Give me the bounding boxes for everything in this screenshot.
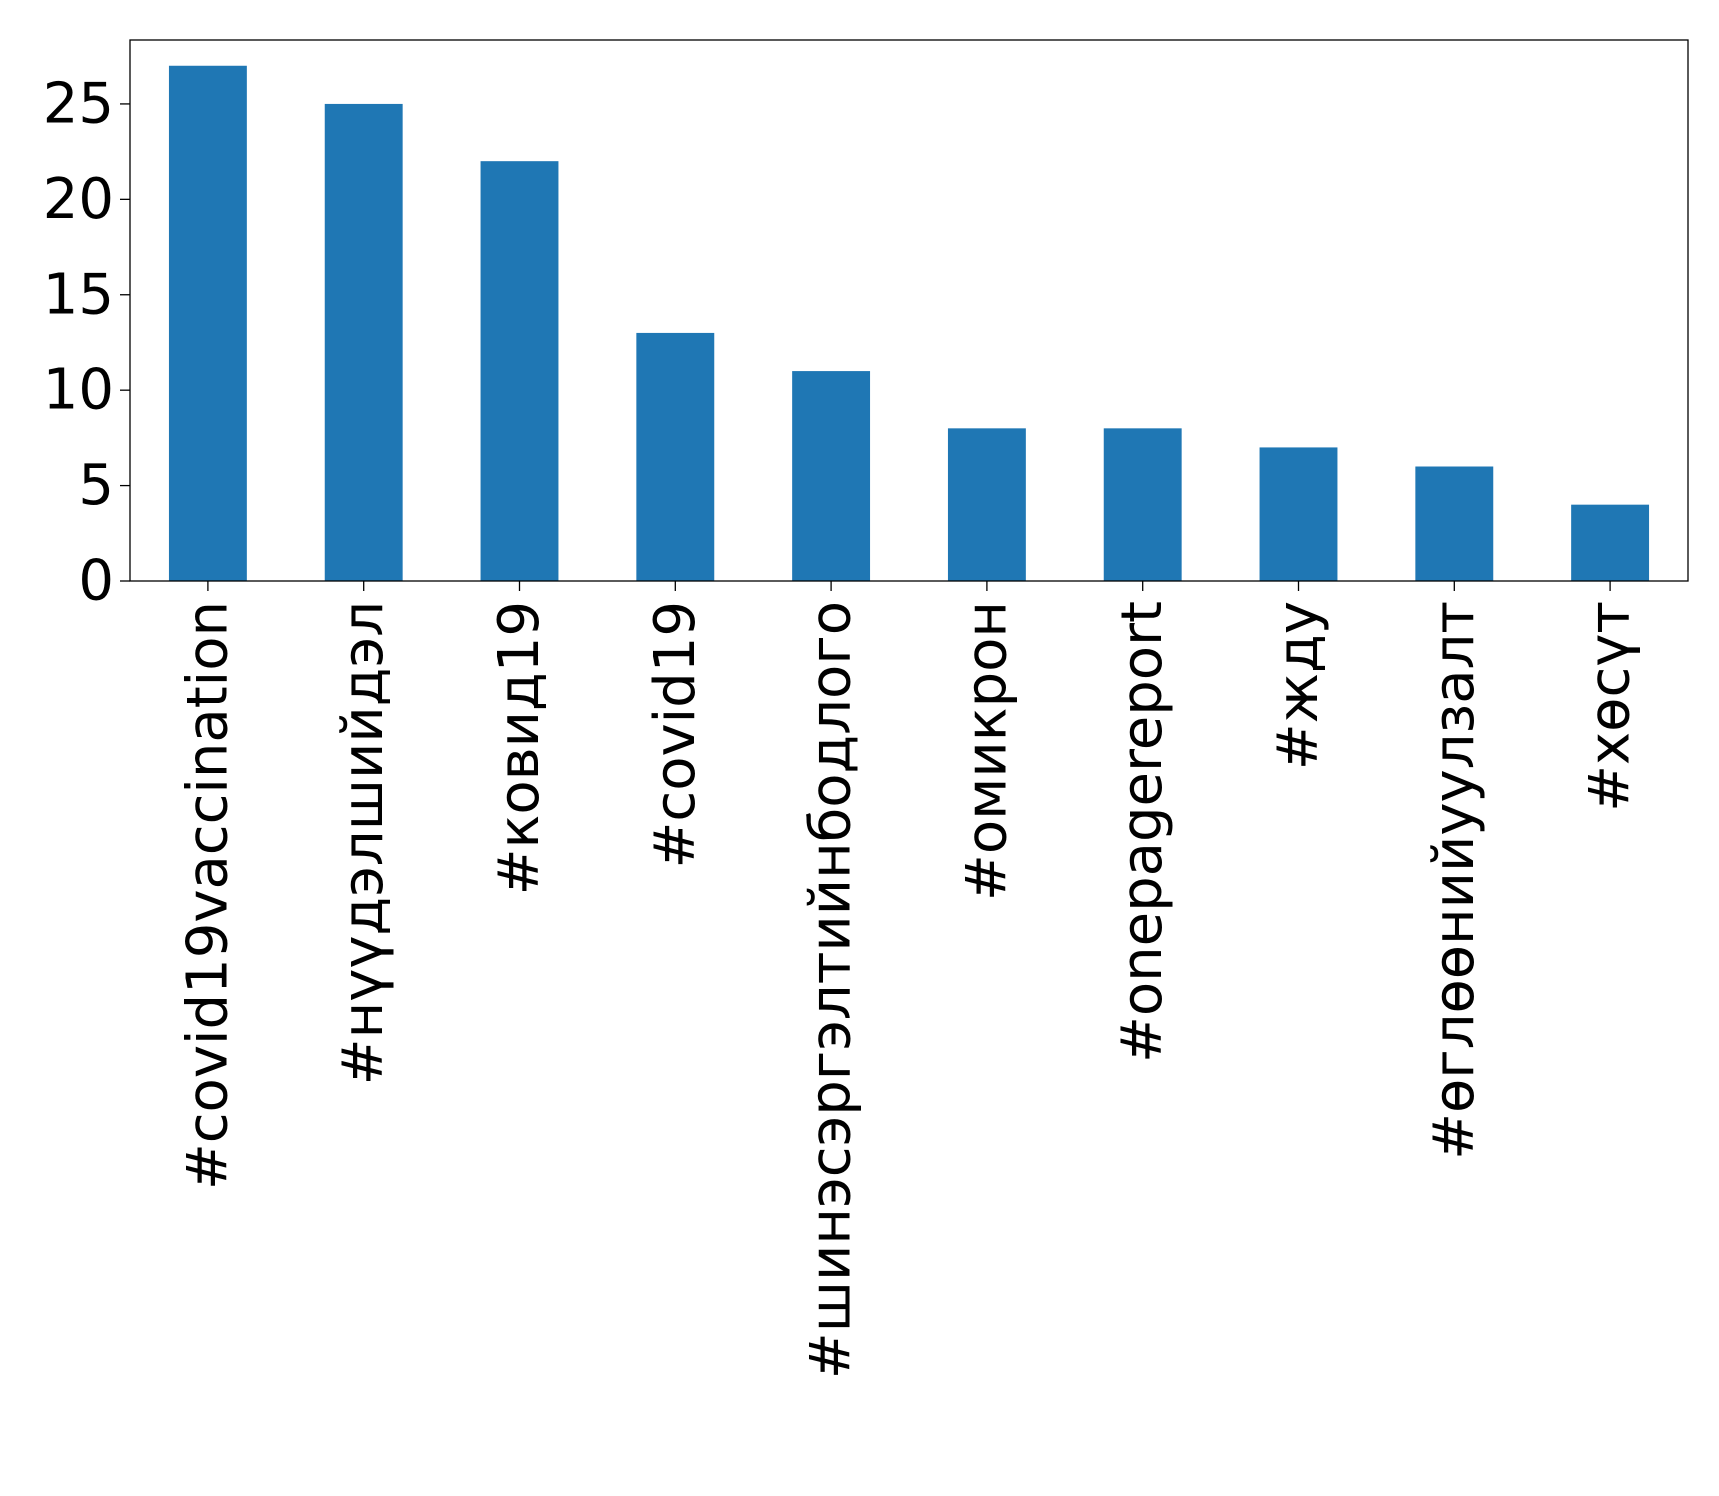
x-tick-label: #ковид19 (487, 601, 552, 895)
plot-frame (129, 39, 1689, 582)
bar (1259, 447, 1338, 581)
y-tick-label: 25 (43, 71, 114, 136)
bar (1571, 504, 1650, 581)
y-tick-label: 5 (78, 453, 114, 518)
bar (168, 65, 247, 581)
y-tick-label: 20 (43, 167, 114, 232)
bar (480, 161, 559, 581)
x-tick-label: #covid19vaccination (175, 601, 240, 1190)
x-axis: #covid19vaccination #нүүдэлшийдэл #ковид19… (175, 581, 1643, 1379)
bar (636, 332, 715, 581)
bar (792, 371, 871, 581)
bar (947, 428, 1026, 581)
x-tick-label: #жду (1266, 601, 1331, 770)
y-tick-label: 15 (43, 262, 114, 327)
x-tick-label: #onepagereport (1110, 601, 1175, 1063)
x-tick-label: #хөсүт (1578, 601, 1643, 812)
bar (1103, 428, 1182, 581)
y-axis: 0 5 10 15 20 25 (43, 71, 130, 614)
y-tick-label: 0 (78, 549, 114, 614)
x-tick-label: #нүүдэлшийдэл (331, 601, 396, 1085)
x-tick-label: #шинэсэргэлтийнбодлого (799, 601, 864, 1379)
bar (324, 103, 403, 582)
x-tick-label: #омикрон (954, 601, 1019, 901)
x-tick-label: #covid19 (643, 601, 708, 868)
y-tick-label: 10 (43, 358, 114, 423)
bars-group (168, 65, 1650, 582)
bar (1415, 466, 1494, 581)
x-tick-label: #өглөөнийуулзалт (1422, 601, 1487, 1160)
